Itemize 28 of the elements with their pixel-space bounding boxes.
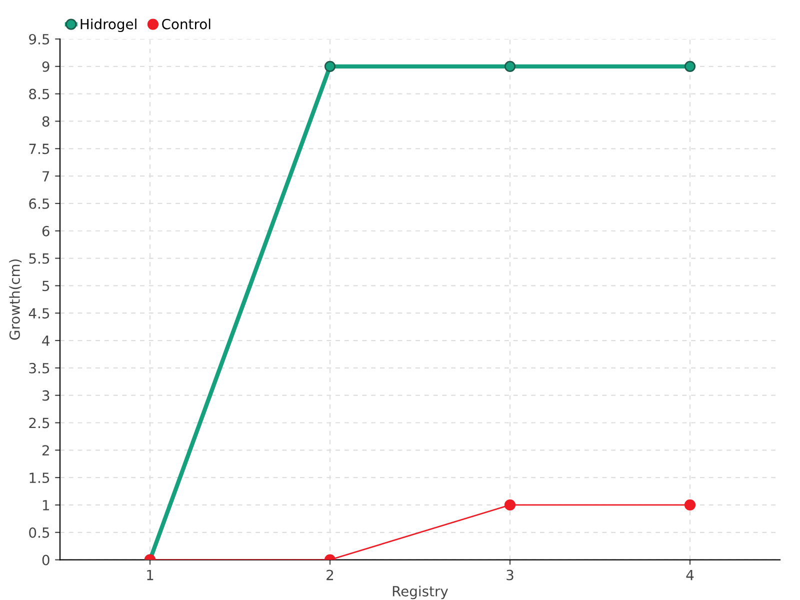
y-tick-label: 0.5 bbox=[29, 527, 50, 538]
x-tick-label: 1 bbox=[147, 570, 154, 580]
y-tick-label: 9 bbox=[42, 61, 50, 72]
legend-label: Hidrogel bbox=[80, 18, 136, 32]
y-tick-label: 6.5 bbox=[29, 198, 50, 209]
y-tick-label: 6 bbox=[42, 226, 50, 236]
x-tick-label: 4 bbox=[686, 570, 694, 580]
y-axis-title: Growth(cm) bbox=[9, 259, 22, 340]
y-tick-label: 2 bbox=[42, 445, 49, 456]
y-tick-label: 1 bbox=[42, 500, 49, 510]
y-tick-label: 7.5 bbox=[29, 144, 50, 154]
legend-label: Control bbox=[162, 18, 210, 30]
y-tick-label: 5.5 bbox=[29, 253, 50, 264]
y-tick-label: 4.5 bbox=[28, 308, 50, 319]
y-tick-label: 1.5 bbox=[30, 472, 50, 484]
y-tick-label: 8.5 bbox=[29, 88, 50, 100]
x-tick-label: 2 bbox=[326, 570, 334, 580]
y-tick-label: 9.5 bbox=[29, 34, 50, 44]
y-tick-label: 7 bbox=[42, 171, 50, 182]
y-tick-label: 8 bbox=[42, 116, 50, 127]
y-tick-label: 3 bbox=[42, 390, 50, 401]
y-tick-label: 5 bbox=[42, 280, 50, 292]
y-tick-label: 3.5 bbox=[29, 362, 50, 374]
y-tick-label: 2.5 bbox=[29, 418, 50, 428]
x-axis-title: Registry bbox=[392, 586, 448, 600]
y-tick-label: 0 bbox=[42, 554, 50, 566]
y-tick-label: 4 bbox=[42, 336, 50, 346]
x-tick-label: 3 bbox=[506, 570, 514, 580]
